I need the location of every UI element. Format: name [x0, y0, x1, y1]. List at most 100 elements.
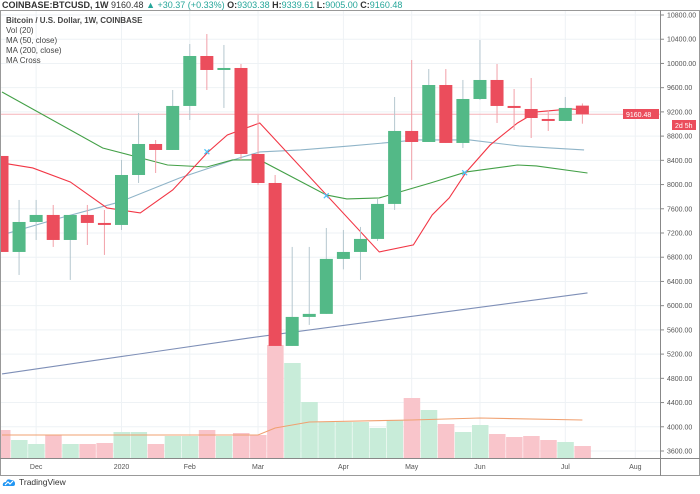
y-tick-label: 8000.00	[667, 182, 692, 189]
legend-volume[interactable]: Vol (20)	[6, 26, 34, 35]
volume-bars	[0, 345, 591, 458]
volume-bar	[79, 444, 96, 458]
volume-bar	[181, 436, 199, 458]
candle-down	[541, 118, 555, 121]
legend-ma50[interactable]: MA (50, close)	[6, 36, 58, 45]
high-label: H:	[272, 0, 282, 10]
candle-up	[166, 105, 180, 150]
volume-bar	[164, 436, 182, 458]
volume-bar	[113, 432, 130, 458]
candle-down	[507, 105, 521, 108]
x-tick-label: Feb	[184, 464, 196, 471]
candle-down	[149, 143, 163, 150]
legend-ma200[interactable]: MA (200, close)	[6, 46, 62, 55]
candle-up	[473, 79, 487, 99]
moving-averages: ✕ ✕ ✕	[0, 91, 660, 436]
high-value: 9339.61	[281, 0, 315, 10]
candle-up	[114, 174, 128, 225]
x-tick-label: Aug	[629, 464, 642, 471]
volume-bar	[130, 432, 148, 458]
y-tick-label: 7600.00	[667, 206, 692, 213]
countdown-text: 2d 5h	[675, 123, 693, 130]
candle-up	[319, 258, 333, 314]
candle-up	[422, 85, 436, 142]
x-tick-label: May	[405, 464, 419, 471]
y-tick-label: 5200.00	[667, 352, 692, 359]
price-chart[interactable]: ✕ ✕ ✕ 10800.00 10400.00 10000.00 9600.00 9200.…	[0, 10, 700, 477]
last-price-tag-text: 9160.48	[626, 112, 651, 119]
volume-bar	[198, 430, 216, 458]
tradingview-label: TradingView	[19, 477, 66, 487]
countdown-tag	[672, 120, 696, 130]
x-tick-label: 2020	[114, 464, 130, 471]
candle-down	[200, 55, 214, 70]
legend-ma-cross[interactable]: MA Cross	[6, 56, 41, 65]
x-tick-label: Mar	[252, 464, 265, 471]
candle-up	[183, 55, 197, 106]
candle-up	[12, 221, 26, 252]
volume-bar	[301, 402, 318, 458]
volume-bar	[250, 435, 267, 458]
x-tick-label: Jul	[561, 464, 570, 471]
volume-bar	[232, 433, 250, 458]
candle-down	[524, 108, 538, 119]
y-tick-label: 5600.00	[667, 327, 692, 334]
y-tick-label: 4400.00	[667, 400, 692, 407]
candle-up	[456, 98, 470, 143]
ma50-line	[1, 91, 588, 200]
volume-bar	[45, 435, 62, 458]
candle-down	[439, 85, 453, 143]
volume-bar	[523, 436, 540, 458]
volume-bar	[386, 420, 404, 458]
symbol-name: COINBASE:BTCUSD, 1W	[2, 0, 109, 10]
candle-down	[490, 79, 504, 106]
volume-bar	[11, 440, 28, 458]
volume-bar	[489, 434, 506, 458]
volume-bar	[403, 398, 421, 458]
candle-up	[336, 251, 350, 259]
ma-cross-marker: ✕	[323, 191, 331, 201]
volume-bar	[557, 442, 574, 458]
candle-up	[371, 203, 385, 239]
y-tick-label: 10800.00	[667, 13, 696, 20]
y-tick-label: 8800.00	[667, 134, 692, 141]
candle-up	[388, 130, 402, 204]
candle-up	[63, 214, 77, 240]
tradingview-logo[interactable]: TradingView	[2, 477, 66, 487]
chart-frame	[0, 10, 700, 476]
candle-down	[405, 130, 419, 142]
volume-bar	[335, 422, 352, 458]
low-label: L:	[316, 0, 326, 10]
volume-bar	[471, 425, 489, 458]
candle-down	[97, 222, 111, 225]
y-tick-label: 10400.00	[667, 37, 696, 44]
volume-bar	[369, 428, 387, 458]
x-tick-label: Jun	[474, 464, 485, 471]
volume-bar	[96, 443, 113, 458]
tradingview-cloud-icon	[2, 478, 15, 486]
candle-down	[80, 214, 94, 223]
volume-bar	[62, 444, 79, 458]
axes: 10800.00 10400.00 10000.00 9600.00 9200.00 88…	[30, 13, 696, 472]
y-tick-label: 10000.00	[667, 61, 696, 68]
volume-bar	[284, 363, 301, 458]
y-tick-label: 3600.00	[667, 449, 692, 456]
grid	[0, 10, 660, 458]
ma-cross-marker: ✕	[461, 168, 469, 178]
last-price: 9160.48	[111, 0, 144, 10]
volume-bar	[318, 422, 335, 458]
y-tick-label: 6000.00	[667, 303, 692, 310]
ma-cross-marker: ✕	[203, 147, 211, 157]
chart-legend: Bitcoin / U.S. Dollar, 1W, COINBASE Vol …	[6, 16, 142, 66]
volume-bar	[215, 436, 233, 458]
candle-up	[132, 143, 146, 175]
ma200-line	[1, 292, 588, 375]
candle-up	[29, 214, 43, 222]
candle-up	[302, 313, 316, 317]
candle-down	[251, 153, 265, 183]
y-tick-label: 9600.00	[667, 85, 692, 92]
candle-up	[285, 316, 299, 346]
volume-ma-line	[2, 417, 583, 436]
candle-down	[46, 214, 60, 240]
volume-bar	[506, 437, 523, 458]
